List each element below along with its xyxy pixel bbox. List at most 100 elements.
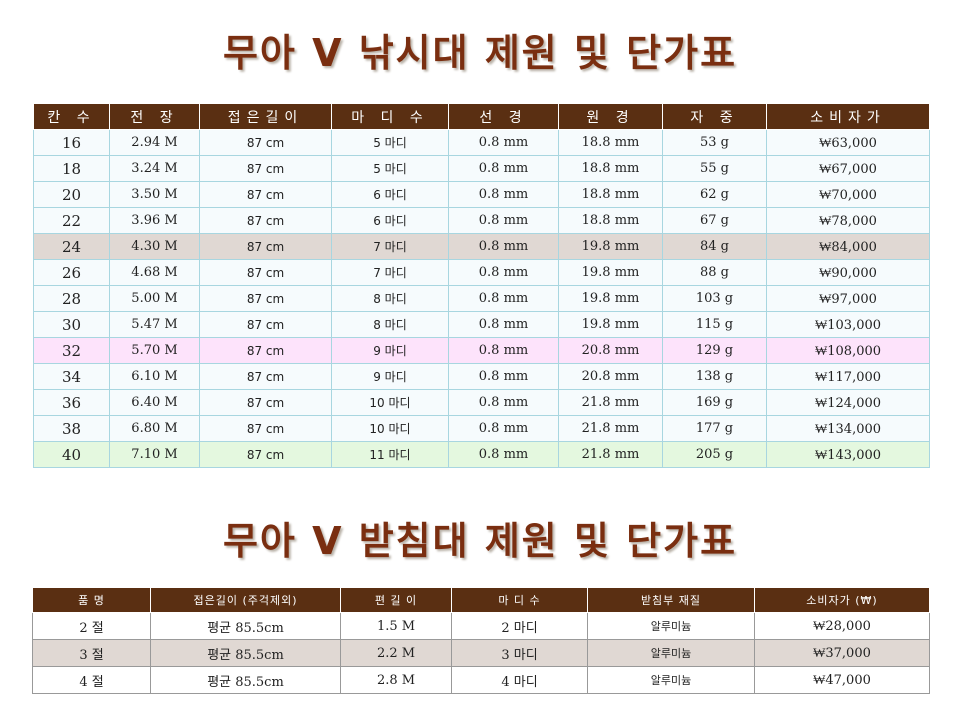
header-total-length: 전 장 — [109, 103, 200, 130]
table-row: 34 6.10 M 87 cm 9 마디 0.8 mm 20.8 mm 138 g ₩117,… — [33, 363, 930, 390]
table-cell: 10 마디 — [331, 415, 449, 442]
table-cell: 5.70 M — [109, 337, 200, 364]
table-cell: 9 마디 — [331, 363, 449, 390]
table-cell: 2 절 — [32, 612, 151, 640]
table-cell: ₩117,000 — [766, 363, 930, 390]
table-cell: 18.8 mm — [558, 207, 663, 234]
table-cell: 103 g — [662, 285, 767, 312]
table-cell: 6 마디 — [331, 207, 449, 234]
table-cell: 19.8 mm — [558, 311, 663, 338]
table-cell: 3.24 M — [109, 155, 200, 182]
table-row: 28 5.00 M 87 cm 8 마디 0.8 mm 19.8 mm 103 g ₩97,0… — [33, 285, 930, 312]
table-cell: ₩134,000 — [766, 415, 930, 442]
table-cell: 20.8 mm — [558, 337, 663, 364]
table-cell: 38 — [33, 415, 110, 442]
table-cell: 129 g — [662, 337, 767, 364]
table-cell: 4 절 — [32, 666, 151, 694]
table-cell: 알루미늄 — [587, 639, 755, 667]
table-cell: 87 cm — [199, 337, 332, 364]
header-butt-diameter: 원 경 — [558, 103, 663, 130]
rod-spec-table: 칸 수 전 장 접은길이 마 디 수 선 경 원 경 자 중 소비자가 16 2.… — [33, 103, 930, 468]
table-cell: 87 cm — [199, 155, 332, 182]
table-cell: 55 g — [662, 155, 767, 182]
table-row: 30 5.47 M 87 cm 8 마디 0.8 mm 19.8 mm 115 g ₩103,… — [33, 311, 930, 338]
header-folded-length: 접은길이 — [199, 103, 332, 130]
header-sections: 마 디 수 — [331, 103, 449, 130]
table-cell: 0.8 mm — [448, 233, 559, 260]
table-cell: 21.8 mm — [558, 415, 663, 442]
table-cell: 0.8 mm — [448, 389, 559, 416]
table-cell: ₩108,000 — [766, 337, 930, 364]
table-cell: 19.8 mm — [558, 233, 663, 260]
table-cell: 6 마디 — [331, 181, 449, 208]
table-cell: 0.8 mm — [448, 259, 559, 286]
table-cell: ₩78,000 — [766, 207, 930, 234]
table-cell: 평균 85.5cm — [150, 666, 341, 694]
table-cell: 0.8 mm — [448, 181, 559, 208]
table-cell: 87 cm — [199, 389, 332, 416]
stand-spec-table: 품 명 접은길이 (주걱제외) 편 길 이 마 디 수 받침부 재질 소비자가 … — [32, 587, 930, 694]
table-cell: 87 cm — [199, 441, 332, 468]
table-cell: 0.8 mm — [448, 155, 559, 182]
table-cell: ₩84,000 — [766, 233, 930, 260]
table-cell: 11 마디 — [331, 441, 449, 468]
table-row: 38 6.80 M 87 cm 10 마디 0.8 mm 21.8 mm 177 g ₩134… — [33, 415, 930, 442]
table-cell: 1.5 M — [340, 612, 452, 640]
table-cell: ₩37,000 — [754, 639, 930, 667]
table-cell: 3 절 — [32, 639, 151, 667]
table-cell: 3.96 M — [109, 207, 200, 234]
table-cell: ₩90,000 — [766, 259, 930, 286]
table-cell: 205 g — [662, 441, 767, 468]
header-folded-length: 접은길이 (주걱제외) — [150, 587, 341, 613]
table-cell: 20.8 mm — [558, 363, 663, 390]
table-cell: 19.8 mm — [558, 285, 663, 312]
table-cell: 3 마디 — [451, 639, 588, 667]
table-cell: 115 g — [662, 311, 767, 338]
table-cell: 87 cm — [199, 233, 332, 260]
table-cell: 5 마디 — [331, 155, 449, 182]
table-cell: 20 — [33, 181, 110, 208]
stand-table-header-row: 품 명 접은길이 (주걱제외) 편 길 이 마 디 수 받침부 재질 소비자가 … — [32, 587, 930, 613]
table-cell: 177 g — [662, 415, 767, 442]
table-cell: ₩97,000 — [766, 285, 930, 312]
table-cell: ₩63,000 — [766, 129, 930, 156]
table-cell: 84 g — [662, 233, 767, 260]
table-cell: ₩70,000 — [766, 181, 930, 208]
table-cell: 21.8 mm — [558, 441, 663, 468]
header-length-kan: 칸 수 — [33, 103, 110, 130]
table-cell: 22 — [33, 207, 110, 234]
table-cell: 9 마디 — [331, 337, 449, 364]
table-cell: 18 — [33, 155, 110, 182]
table-cell: 87 cm — [199, 129, 332, 156]
table-row: 22 3.96 M 87 cm 6 마디 0.8 mm 18.8 mm 67 g ₩78,00… — [33, 207, 930, 234]
table-cell: 7 마디 — [331, 233, 449, 260]
table-cell: 26 — [33, 259, 110, 286]
stand-table-title: 무아 V 받침대 제원 및 단가표 — [222, 519, 738, 563]
header-weight: 자 중 — [662, 103, 767, 130]
table-cell: 87 cm — [199, 363, 332, 390]
table-cell: 87 cm — [199, 181, 332, 208]
table-cell: ₩47,000 — [754, 666, 930, 694]
table-cell: 87 cm — [199, 415, 332, 442]
table-cell: 67 g — [662, 207, 767, 234]
table-cell: 28 — [33, 285, 110, 312]
rod-table-header-row: 칸 수 전 장 접은길이 마 디 수 선 경 원 경 자 중 소비자가 — [33, 103, 930, 130]
table-cell: 2.2 M — [340, 639, 452, 667]
table-cell: 0.8 mm — [448, 441, 559, 468]
table-cell: 5 마디 — [331, 129, 449, 156]
table-row: 16 2.94 M 87 cm 5 마디 0.8 mm 18.8 mm 53 g ₩63,00… — [33, 129, 930, 156]
table-row: 32 5.70 M 87 cm 9 마디 0.8 mm 20.8 mm 129 g ₩108,… — [33, 337, 930, 364]
table-cell: 34 — [33, 363, 110, 390]
header-product: 품 명 — [32, 587, 151, 613]
table-cell: 88 g — [662, 259, 767, 286]
table-cell: 24 — [33, 233, 110, 260]
header-piece-length: 편 길 이 — [340, 587, 452, 613]
table-cell: 평균 85.5cm — [150, 612, 341, 640]
table-cell: 19.8 mm — [558, 259, 663, 286]
table-cell: 30 — [33, 311, 110, 338]
table-cell: 16 — [33, 129, 110, 156]
header-tip-diameter: 선 경 — [448, 103, 559, 130]
